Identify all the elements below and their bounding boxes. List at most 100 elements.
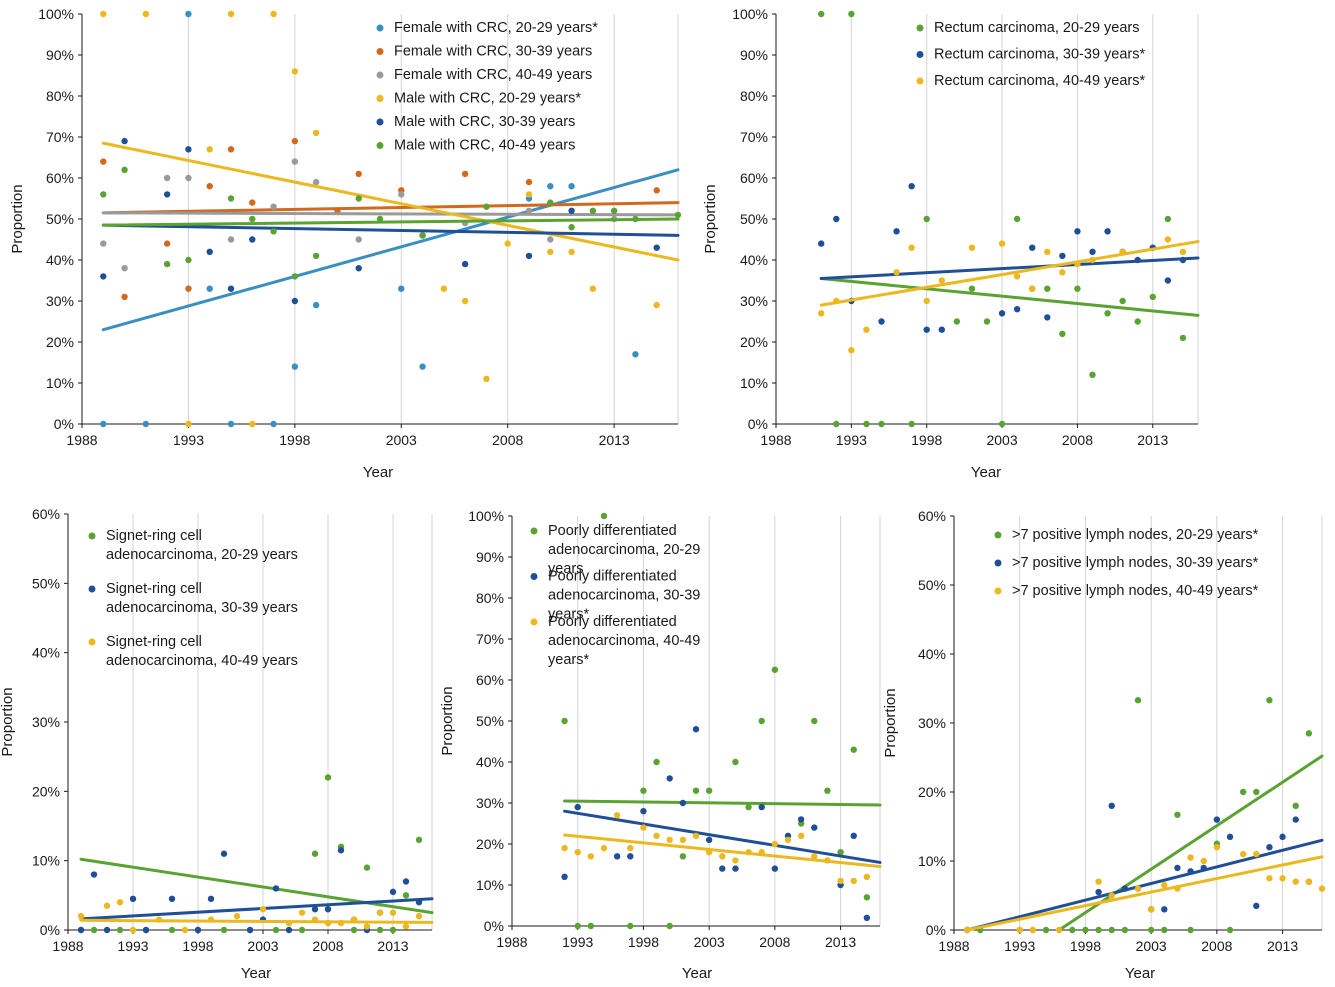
data-point [719,865,726,872]
y-tick-label: 20% [740,334,768,350]
series-1 [561,512,882,930]
data-point [1292,802,1299,809]
data-point [207,895,215,902]
y-tick-label: 20% [918,784,946,800]
trend-line [819,256,1200,280]
data-point [732,857,739,864]
y-tick-label: 30% [740,293,768,309]
data-point [1044,248,1051,255]
data-point [797,832,805,839]
data-point [398,191,405,198]
data-point [1253,850,1260,858]
y-tick-label: 60% [740,170,768,186]
y-tick-label: 100% [732,6,768,22]
x-tick-label: 2013 [599,432,630,448]
legend-item: Poorly differentiated adenocarcinoma, 40-… [530,614,700,668]
data-point [1226,926,1234,934]
data-point [324,906,332,913]
legend-marker [376,142,384,149]
y-tick-label: 60% [32,506,60,522]
y-tick-label: 30% [918,715,946,731]
legend-marker [916,77,924,85]
x-tick-label: 2013 [1267,938,1298,954]
legend-label: >7 positive lymph nodes, 20-29 years* [1012,527,1259,543]
data-point [1095,888,1102,896]
data-point [121,166,128,173]
data-point [653,301,660,309]
trend-line [965,838,1324,932]
data-point [270,228,277,235]
legend-label: Poorly differentiated [548,569,677,585]
data-point [679,799,687,807]
data-point [100,240,107,247]
data-point [415,836,423,844]
trend-line [79,857,434,915]
data-point [587,853,595,860]
data-point [613,853,621,860]
legend-label: Signet-ring cell [106,528,202,544]
data-point [561,873,568,880]
gridlines [850,14,1199,424]
data-point [291,363,299,370]
data-point [1069,926,1076,934]
trend-line [101,168,680,332]
data-point [402,892,410,899]
y-tick-label: 70% [740,129,768,145]
data-point [389,888,397,896]
legend-label: Signet-ring cell [106,581,202,597]
trend-line [563,799,882,807]
legend-item: >7 positive lymph nodes, 40-49 years* [994,583,1259,599]
data-point [574,803,581,811]
data-point [1179,248,1187,255]
series-3 [77,899,434,934]
data-point [938,326,945,333]
legend-item: Signet-ring cell adenocarcinoma, 20-29 ye… [88,528,298,563]
data-point [116,899,124,906]
data-point [1292,816,1299,823]
data-point [246,926,254,934]
chart-3: 0% 10% 20% 30% 40% 50% 60% 1988 1993 1998 2003 2008… [0,506,434,982]
x-tick-label: 1993 [117,938,148,954]
data-point [1213,816,1221,823]
y-tick-label: 80% [740,88,768,104]
y-tick-label: 50% [740,211,768,227]
data-point [185,256,192,264]
y-tick-label: 60% [46,170,74,186]
data-point [1164,236,1172,243]
data-point [100,273,107,280]
data-point [1059,252,1066,260]
data-point [771,865,779,872]
y-tick-label: 0% [926,922,946,938]
data-point [1082,926,1089,934]
y-tick-label: 0% [484,918,504,934]
y-tick-label: 10% [46,375,74,391]
data-point [653,832,660,839]
data-point [1305,730,1313,737]
data-point [640,808,647,815]
data-point [1179,334,1187,342]
x-tick-label: 1993 [836,432,867,448]
series-2 [561,726,882,921]
data-point [561,844,568,852]
series-1 [818,10,1200,428]
x-tick-label: 1993 [562,934,593,950]
y-axis-title: Proportion [702,184,719,253]
data-point [206,248,213,255]
data-point [1239,850,1247,858]
data-point [811,824,818,831]
data-point [968,285,976,292]
data-point [771,666,779,673]
x-tick-label: 1988 [760,432,791,448]
data-point [227,146,235,153]
series-3 [818,236,1200,354]
y-tick-label: 50% [476,713,504,729]
y-tick-label: 40% [32,645,60,661]
data-point [837,877,844,885]
data-point [249,236,256,243]
data-point [312,252,320,260]
data-point [419,232,426,239]
data-point [185,174,192,182]
data-point [938,277,945,284]
legend-label: >7 positive lymph nodes, 40-49 years* [1012,583,1259,599]
data-point [568,224,575,231]
